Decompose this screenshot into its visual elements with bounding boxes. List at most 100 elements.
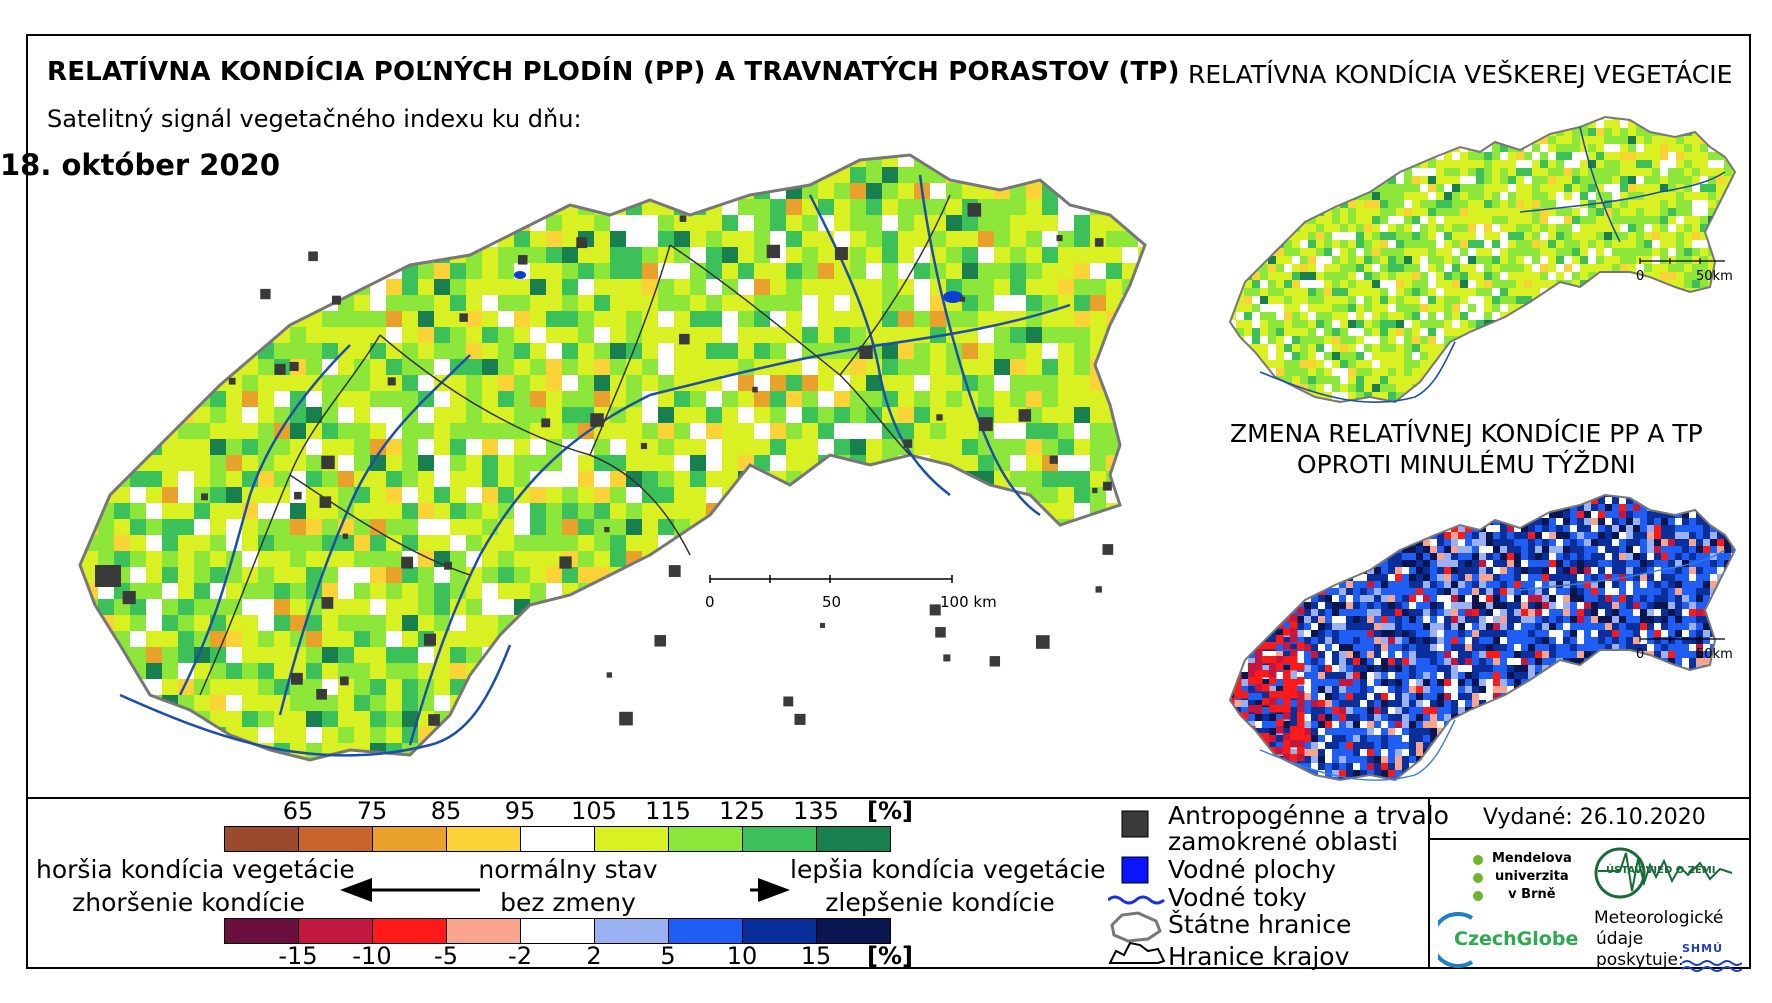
mendel-line1: Mendelova — [1492, 851, 1572, 866]
chg-bar-swatch — [668, 918, 743, 944]
condition-scale-unit: [%] — [867, 797, 913, 825]
ustav-logo-text: ÚSTAV VIED O ZEMI — [1606, 865, 1716, 876]
main-scale-100: 100 km — [940, 593, 997, 611]
cond-ticks-label: 95 — [504, 797, 536, 825]
mendel-text: Mendelova univerzita v Brně — [1492, 850, 1572, 904]
mendel-line2: univerzita — [1495, 869, 1569, 884]
cond-ticks-label: 75 — [356, 797, 388, 825]
veg-scale-0: 0 — [1636, 269, 1644, 284]
chg-bar-swatch — [520, 918, 595, 944]
veg-scale-50: 50km — [1696, 269, 1733, 284]
change-map-scale-bar — [1639, 636, 1725, 642]
mendel-dots-icon — [1473, 855, 1483, 901]
czechglobe-logo: CzechGlobe — [1438, 912, 1588, 968]
state-border-icon — [1110, 911, 1162, 943]
water-body-icon — [1121, 856, 1149, 884]
chg-ticks-label: -5 — [434, 942, 458, 970]
chg-ticks-label: 5 — [660, 942, 676, 970]
cond-ticks-label: 125 — [719, 797, 765, 825]
cond-bar-swatch — [446, 826, 521, 852]
chg-bar-swatch — [224, 918, 299, 944]
cond-ticks-label: 115 — [645, 797, 691, 825]
water-bodies — [514, 271, 963, 303]
cond-ticks-label: 135 — [793, 797, 839, 825]
vegetation-grid — [1230, 117, 1735, 402]
better-condition-line2: zlepšenie kondície — [825, 888, 1055, 917]
change-map-rivers — [1259, 549, 1726, 781]
chg-ticks-label: 15 — [800, 942, 832, 970]
cond-ticks-label: 85 — [430, 797, 462, 825]
vegetation-condition-map: 0 50km — [1229, 116, 1736, 404]
meteo-line2: údaje — [1596, 929, 1644, 949]
river-icon — [1108, 895, 1165, 905]
meteo-data-provider: Meteorologické údaje poskytuje: SHMÚ — [1594, 908, 1744, 972]
cond-bar-swatch — [224, 826, 299, 852]
worse-condition-label: horšia kondícia vegetácie zhoršenie kond… — [36, 855, 355, 917]
meteo-line3: poskytuje: — [1596, 950, 1684, 970]
legend-arrows — [340, 878, 790, 902]
normal-state-line1: normálny stav — [478, 855, 658, 884]
issued-date: Vydané: 26.10.2020 — [1483, 805, 1706, 830]
normal-state-line2: bez zmeny — [500, 888, 636, 917]
change-scale-unit: [%] — [867, 942, 913, 970]
vegetation-map-rivers — [1259, 126, 1726, 404]
river-label: Vodné toky — [1168, 883, 1307, 912]
mendel-university-logo: Mendelova univerzita v Brně — [1470, 850, 1580, 942]
date-label: 18. október 2020 — [0, 148, 281, 182]
cond-bar-swatch — [520, 826, 595, 852]
chg-ticks-label: -15 — [278, 942, 318, 970]
main-title: RELATÍVNA KONDÍCIA POĽNÝCH PLODÍN (PP) A… — [47, 57, 1180, 87]
cond-bar-swatch — [668, 826, 743, 852]
legend-divider — [26, 797, 1751, 799]
chg-bar-swatch — [298, 918, 373, 944]
symbol-icons — [1108, 810, 1166, 964]
worse-condition-line1: horšia kondícia vegetácie — [36, 855, 355, 884]
region-borders — [199, 194, 951, 696]
cond-ticks-label: 65 — [282, 797, 314, 825]
ustav-vied-o-zemi-logo: ÚSTAV VIED O ZEMI — [1590, 843, 1740, 903]
main-scale-50: 50 — [822, 593, 841, 611]
change-map-title-line2: OPROTI MINULÉMU TÝŽDNI — [1296, 450, 1636, 479]
water-body-label: Vodné plochy — [1168, 855, 1336, 884]
czechglobe-arc-icon — [1438, 912, 1474, 968]
better-condition-label: lepšia kondícia vegetácie zlepšenie kond… — [790, 855, 1106, 917]
condition-grid — [80, 155, 1145, 760]
chg-scale-0: 0 — [1636, 647, 1644, 662]
meteo-line1: Meteorologické — [1594, 908, 1724, 928]
chg-bar-swatch — [816, 918, 891, 944]
chg-bar-swatch — [594, 918, 669, 944]
chg-ticks-label: -10 — [352, 942, 392, 970]
vegetation-map-title: RELATÍVNA KONDÍCIA VEŠKEREJ VEGETÁCIE — [1188, 60, 1733, 89]
change-map-title-line1: ZMENA RELATÍVNEJ KONDÍCIE PP A TP — [1230, 419, 1703, 448]
shmu-logo: SHMÚ — [1682, 938, 1742, 972]
info-hline — [1430, 838, 1751, 840]
chg-ticks-label: 10 — [726, 942, 758, 970]
weekly-change-map: 0 50km — [1229, 494, 1736, 781]
cond-bar-swatch — [372, 826, 447, 852]
chg-bar-swatch — [742, 918, 817, 944]
cond-bar-swatch — [742, 826, 817, 852]
czechglobe-wordmark: CzechGlobe — [1454, 928, 1579, 950]
cond-bar-swatch — [298, 826, 373, 852]
czechglobe-text: CzechGlobe — [1454, 928, 1578, 950]
main-scale-0: 0 — [705, 593, 715, 611]
anthropogenic-label-line1: Antropogénne a trvalo — [1168, 801, 1449, 830]
left-arrow-icon — [340, 878, 480, 902]
rivers — [119, 174, 1071, 757]
better-condition-line1: lepšia kondícia vegetácie — [790, 855, 1106, 884]
chg-bar-swatch — [372, 918, 447, 944]
cond-bar-swatch — [816, 826, 891, 852]
state-border-label: Štátne hranice — [1168, 910, 1352, 939]
mendel-line3: v Brně — [1508, 887, 1556, 902]
cond-ticks-label: 105 — [571, 797, 617, 825]
region-border-label: Hranice krajov — [1168, 942, 1350, 971]
main-scale-bar — [709, 575, 953, 583]
chg-ticks-label: 2 — [586, 942, 602, 970]
subtitle: Satelitný signál vegetačného indexu ku d… — [47, 105, 582, 133]
normal-state-label: normálny stav bez zmeny — [468, 855, 668, 917]
change-grid — [1230, 495, 1735, 780]
shmu-text: SHMÚ — [1682, 942, 1724, 955]
anthropogenic-area-icon — [1121, 810, 1149, 838]
seismograph-icon — [1594, 847, 1733, 899]
chg-scale-50: 50km — [1696, 647, 1733, 662]
